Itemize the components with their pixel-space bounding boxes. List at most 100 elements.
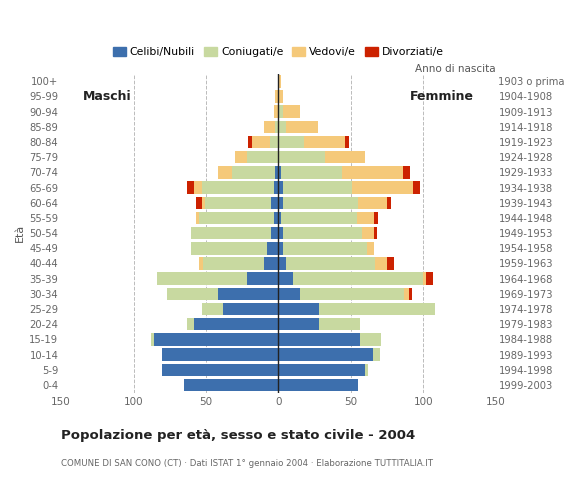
- Bar: [184, 379, 278, 391]
- Bar: [223, 303, 278, 315]
- Text: Maschi: Maschi: [83, 90, 132, 103]
- Bar: [413, 181, 420, 194]
- Text: Popolazione per età, sesso e stato civile - 2004: Popolazione per età, sesso e stato civil…: [61, 429, 415, 442]
- Bar: [372, 348, 380, 361]
- Bar: [358, 196, 387, 209]
- Bar: [282, 227, 362, 240]
- Bar: [196, 196, 202, 209]
- Bar: [264, 257, 278, 270]
- Bar: [271, 196, 278, 209]
- Bar: [278, 196, 282, 209]
- Bar: [374, 212, 378, 224]
- Bar: [199, 257, 203, 270]
- Y-axis label: Età: Età: [15, 224, 25, 242]
- Bar: [293, 273, 423, 285]
- Bar: [278, 348, 372, 361]
- Bar: [300, 288, 404, 300]
- Bar: [278, 303, 319, 315]
- Bar: [345, 136, 349, 148]
- Bar: [274, 181, 278, 194]
- Bar: [264, 120, 276, 133]
- Bar: [199, 212, 274, 224]
- Bar: [274, 212, 278, 224]
- Text: Femmine: Femmine: [410, 90, 474, 103]
- Bar: [375, 257, 387, 270]
- Bar: [357, 212, 374, 224]
- Bar: [365, 363, 368, 376]
- Bar: [278, 151, 325, 163]
- Bar: [162, 348, 278, 361]
- Text: Anno di nascita: Anno di nascita: [415, 64, 496, 74]
- Bar: [278, 166, 281, 179]
- Bar: [162, 363, 278, 376]
- Bar: [278, 75, 281, 87]
- Bar: [276, 90, 278, 103]
- Bar: [154, 333, 278, 346]
- Bar: [423, 273, 426, 285]
- Bar: [278, 212, 281, 224]
- Bar: [278, 181, 282, 194]
- Bar: [271, 227, 278, 240]
- Bar: [325, 151, 365, 163]
- Bar: [282, 242, 367, 254]
- Bar: [362, 227, 374, 240]
- Bar: [276, 120, 278, 133]
- Bar: [218, 288, 278, 300]
- Bar: [194, 318, 278, 330]
- Bar: [282, 181, 352, 194]
- Bar: [196, 212, 199, 224]
- Bar: [387, 196, 392, 209]
- Bar: [278, 363, 365, 376]
- Bar: [167, 288, 218, 300]
- Bar: [404, 288, 409, 300]
- Bar: [194, 181, 202, 194]
- Bar: [281, 212, 357, 224]
- Bar: [387, 257, 394, 270]
- Bar: [409, 288, 412, 300]
- Bar: [191, 227, 271, 240]
- Bar: [267, 242, 278, 254]
- Bar: [342, 166, 403, 179]
- Bar: [278, 257, 285, 270]
- Bar: [246, 151, 278, 163]
- Bar: [352, 181, 413, 194]
- Bar: [252, 136, 270, 148]
- Bar: [278, 120, 285, 133]
- Bar: [319, 318, 360, 330]
- Bar: [282, 106, 300, 118]
- Bar: [278, 136, 304, 148]
- Bar: [285, 257, 375, 270]
- Bar: [360, 333, 381, 346]
- Bar: [205, 196, 271, 209]
- Bar: [367, 242, 374, 254]
- Bar: [374, 227, 377, 240]
- Bar: [278, 379, 358, 391]
- Bar: [278, 273, 293, 285]
- Bar: [278, 90, 282, 103]
- Bar: [218, 166, 232, 179]
- Bar: [203, 257, 264, 270]
- Bar: [187, 181, 194, 194]
- Bar: [426, 273, 433, 285]
- Bar: [282, 196, 358, 209]
- Bar: [278, 318, 319, 330]
- Bar: [248, 136, 252, 148]
- Bar: [235, 151, 246, 163]
- Bar: [191, 242, 267, 254]
- Bar: [151, 333, 154, 346]
- Bar: [187, 318, 194, 330]
- Bar: [278, 242, 282, 254]
- Bar: [274, 106, 278, 118]
- Bar: [202, 196, 205, 209]
- Bar: [281, 166, 342, 179]
- Bar: [232, 166, 276, 179]
- Bar: [278, 288, 300, 300]
- Bar: [278, 106, 282, 118]
- Bar: [202, 181, 274, 194]
- Bar: [270, 136, 278, 148]
- Bar: [304, 136, 345, 148]
- Text: COMUNE DI SAN CONO (CT) · Dati ISTAT 1° gennaio 2004 · Elaborazione TUTTITALIA.I: COMUNE DI SAN CONO (CT) · Dati ISTAT 1° …: [61, 458, 433, 468]
- Legend: Celibi/Nubili, Coniugati/e, Vedovi/e, Divorziati/e: Celibi/Nubili, Coniugati/e, Vedovi/e, Di…: [108, 42, 448, 61]
- Bar: [157, 273, 246, 285]
- Bar: [276, 166, 278, 179]
